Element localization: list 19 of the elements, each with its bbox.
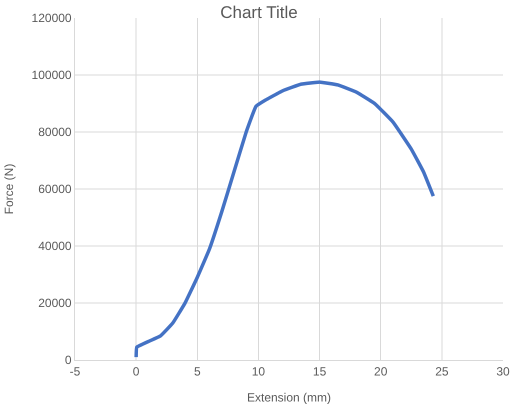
y-tick-label: 40000	[38, 239, 72, 254]
x-tick-label: 10	[252, 364, 266, 378]
x-tick-label: 15	[312, 364, 327, 378]
line-series	[134, 80, 436, 359]
y-tick-label: 80000	[38, 125, 72, 140]
x-axis-title: Extension (mm)	[246, 390, 332, 404]
x-tick-label: 5	[194, 364, 201, 378]
y-tick-label: 100000	[32, 68, 72, 82]
x-tick-label: 20	[374, 364, 388, 378]
x-tick-label: 30	[496, 364, 510, 378]
x-tick-label: 25	[435, 364, 449, 378]
chart-title: Chart Title	[220, 3, 298, 22]
y-tick-label: 0	[64, 353, 72, 368]
y-tick-label: 60000	[38, 182, 72, 196]
y-tick-label: 20000	[38, 296, 72, 310]
x-tick-label: 0	[132, 364, 140, 378]
y-axis-title: Force (N)	[2, 164, 16, 214]
x-tick-label: -5	[70, 364, 81, 378]
y-tick-label: 120000	[32, 11, 72, 26]
